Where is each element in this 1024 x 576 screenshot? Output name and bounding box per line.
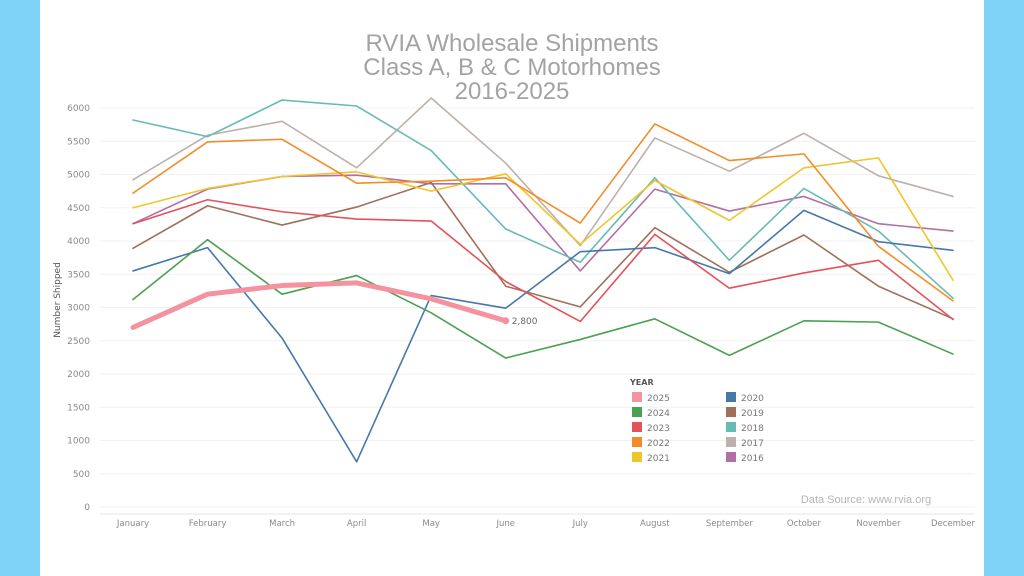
- legend-item-2017[interactable]: 2017: [726, 437, 764, 449]
- y-tick-label: 0: [84, 503, 90, 513]
- legend-label: 2016: [741, 454, 764, 464]
- y-tick-label: 2000: [67, 370, 90, 380]
- series-2017: [132, 97, 954, 247]
- y-tick-label: 2500: [67, 337, 90, 347]
- legend-item-2024[interactable]: 2024: [632, 407, 670, 419]
- legend-label: 2021: [647, 454, 670, 464]
- legend-label: 2022: [647, 439, 670, 449]
- title-line-3: 2016-2025: [454, 78, 570, 105]
- title-line-1: RVIA Wholesale Shipments: [365, 30, 659, 57]
- legend-label: 2023: [647, 424, 670, 434]
- series-line-2020[interactable]: [132, 209, 954, 463]
- legend-item-2023[interactable]: 2023: [632, 422, 670, 434]
- end-label-2025: 2,800: [512, 317, 538, 327]
- legend-label: 2024: [647, 409, 670, 419]
- y-tick-label: 1000: [67, 437, 90, 447]
- y-axis-label: Number Shipped: [53, 262, 63, 338]
- y-tick-label: 6000: [67, 104, 90, 114]
- legend-swatch: [632, 392, 642, 402]
- series-line-2021[interactable]: [132, 157, 954, 282]
- legend-title: YEAR: [629, 378, 654, 387]
- series-2025: 2,800: [130, 280, 538, 330]
- series-line-2022[interactable]: [132, 123, 954, 302]
- legend-item-2019[interactable]: 2019: [726, 407, 764, 419]
- x-tick-label: May: [422, 519, 440, 529]
- series-line-2016[interactable]: [132, 174, 954, 272]
- x-tick-label: March: [269, 519, 295, 529]
- series-2023: [132, 198, 954, 323]
- legend-swatch: [726, 422, 736, 432]
- x-tick-label: November: [856, 519, 901, 529]
- end-point-2025[interactable]: [502, 317, 510, 325]
- x-tick-label: February: [189, 519, 227, 529]
- legend-swatch: [726, 392, 736, 402]
- series-2018: [132, 99, 954, 299]
- legend-item-2025[interactable]: 2025: [632, 392, 670, 404]
- series-line-2018[interactable]: [132, 99, 954, 299]
- y-tick-label: 4000: [67, 237, 90, 247]
- x-tick-label: January: [116, 519, 149, 529]
- legend-swatch: [726, 407, 736, 417]
- x-tick-label: August: [640, 519, 670, 529]
- y-tick-label: 5000: [67, 171, 90, 181]
- series-line-2019[interactable]: [132, 181, 954, 320]
- x-tick-label: October: [787, 519, 822, 529]
- series-2019: [132, 181, 954, 320]
- series-line-2023[interactable]: [132, 198, 954, 323]
- title-line-2: Class A, B & C Motorhomes: [363, 54, 661, 81]
- series-lines: 2,800: [130, 97, 954, 463]
- legend-label: 2019: [741, 409, 764, 419]
- legend-item-2022[interactable]: 2022: [632, 437, 670, 449]
- x-tick-label: July: [572, 519, 588, 529]
- legend-swatch: [632, 452, 642, 462]
- y-tick-label: 3500: [67, 270, 90, 280]
- legend-swatch: [632, 407, 642, 417]
- series-2020: [132, 209, 954, 463]
- gridlines: [100, 107, 975, 515]
- legend-item-2020[interactable]: 2020: [726, 392, 764, 404]
- legend-swatch: [726, 452, 736, 462]
- x-tick-label: September: [706, 519, 753, 529]
- legend-item-2018[interactable]: 2018: [726, 422, 764, 434]
- series-2022: [132, 123, 954, 302]
- legend-swatch: [726, 437, 736, 447]
- series-line-2025[interactable]: [130, 280, 509, 330]
- chart-title: RVIA Wholesale Shipments Class A, B & C …: [0, 32, 1024, 104]
- legend-swatch: [632, 437, 642, 447]
- series-line-2017[interactable]: [132, 97, 954, 247]
- legend-item-2016[interactable]: 2016: [726, 452, 764, 464]
- y-tick-label: 3000: [67, 304, 90, 314]
- legend: YEAR 2025 2024 2023 2022 2021 2020 2019 2018 2017…: [629, 378, 764, 464]
- x-tick-label: December: [931, 519, 976, 529]
- legend-item-2021[interactable]: 2021: [632, 452, 670, 464]
- x-tick-label: April: [347, 519, 366, 529]
- x-axis: January February March April May June July Augu…: [116, 519, 976, 529]
- y-tick-label: 5500: [67, 137, 90, 147]
- legend-label: 2025: [647, 394, 670, 404]
- y-tick-label: 1500: [67, 403, 90, 413]
- series-2016: [132, 174, 954, 272]
- y-tick-label: 4500: [67, 204, 90, 214]
- legend-label: 2020: [741, 394, 764, 404]
- x-tick-label: June: [495, 519, 515, 529]
- legend-label: 2018: [741, 424, 764, 434]
- legend-swatch: [632, 422, 642, 432]
- y-axis: 0 500 1000 1500 2000 2500 3000 3500 4000 4500 5000…: [67, 104, 90, 513]
- series-2021: [132, 157, 954, 282]
- y-tick-label: 500: [73, 470, 90, 480]
- legend-label: 2017: [741, 439, 764, 449]
- data-source-annotation: Data Source: www.rvia.org: [801, 494, 931, 506]
